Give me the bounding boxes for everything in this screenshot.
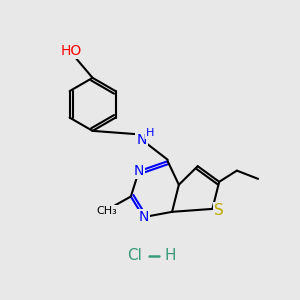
Text: N: N [136, 133, 147, 147]
Text: CH₃: CH₃ [96, 206, 117, 216]
Text: HO: HO [61, 44, 82, 58]
Text: N: N [134, 164, 144, 178]
Text: N: N [138, 210, 149, 224]
Text: S: S [214, 203, 224, 218]
Text: H: H [164, 248, 176, 263]
Text: H: H [146, 128, 154, 138]
Text: Cl: Cl [127, 248, 142, 263]
